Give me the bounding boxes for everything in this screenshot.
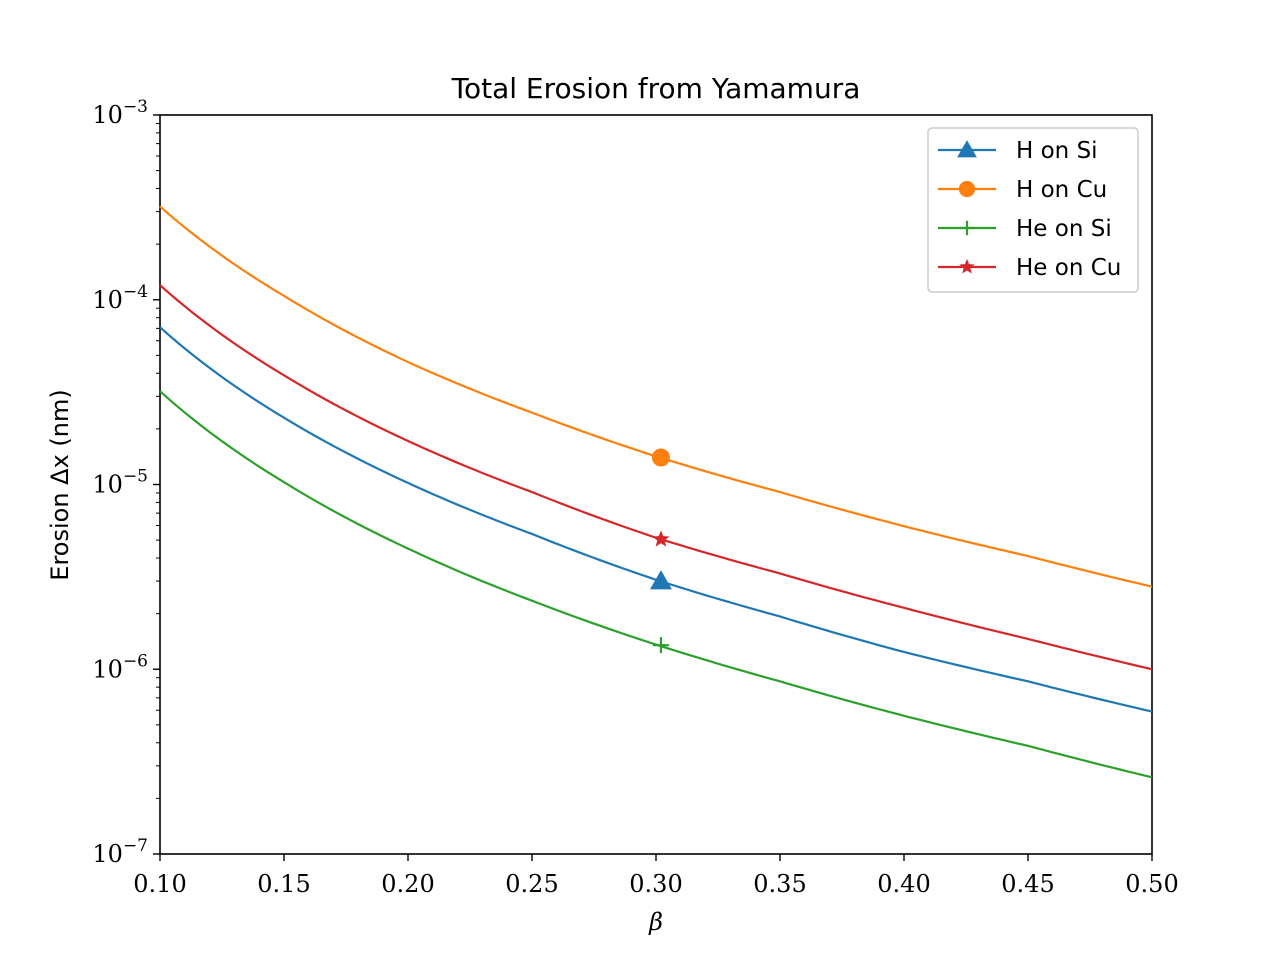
legend-marker-h-on-cu <box>958 180 976 198</box>
x-axis-title: β <box>648 908 663 936</box>
series-line-he-on-cu <box>159 284 1153 671</box>
legend-label-he-on-si: He on Si <box>1016 216 1112 242</box>
x-axis: 0.10 0.15 0.20 0.25 0.30 0.35 0.40 0.45 0.50 <box>133 854 1179 898</box>
chart-title: Total Erosion from Yamamura <box>451 72 861 105</box>
x-tick-label: 0.30 <box>629 870 682 898</box>
legend-marker-he-on-si <box>959 220 975 236</box>
x-tick-label: 0.50 <box>1125 870 1178 898</box>
x-tick-label: 0.40 <box>877 870 930 898</box>
legend-label-h-on-si: H on Si <box>1016 138 1098 164</box>
x-tick-label: 0.10 <box>133 870 186 898</box>
legend-label-he-on-cu: He on Cu <box>1016 255 1121 281</box>
x-tick-label: 0.35 <box>753 870 806 898</box>
x-tick-label: 0.20 <box>381 870 434 898</box>
series-layer <box>159 205 1153 779</box>
x-tick-label: 0.25 <box>505 870 558 898</box>
legend-label-h-on-cu: H on Cu <box>1016 177 1107 203</box>
series-line-h-on-si <box>159 326 1153 713</box>
series-marker-he-on-cu <box>652 530 670 547</box>
y-tick-label: 10−7 <box>92 836 148 868</box>
y-tick-label: 10−6 <box>92 651 148 683</box>
x-tick-label: 0.15 <box>257 870 310 898</box>
legend: H on Si H on Cu He on Si He on Cu <box>927 127 1139 293</box>
y-tick-label: 10−5 <box>92 467 148 499</box>
legend-marker-he-on-cu <box>959 258 975 274</box>
y-axis-title: Erosion Δx (nm) <box>46 389 74 580</box>
y-tick-label: 10−4 <box>92 282 148 314</box>
y-tick-label: 10−3 <box>92 97 148 129</box>
series-marker-h-on-si <box>649 570 672 590</box>
legend-marker-h-on-si <box>957 140 977 158</box>
series-marker-he-on-si <box>652 637 669 654</box>
y-axis: 10−7 10−6 10−5 10−4 10−3 <box>92 97 160 868</box>
x-tick-label: 0.45 <box>1001 870 1054 898</box>
legend-box <box>927 127 1139 293</box>
series-marker-h-on-cu <box>651 448 670 467</box>
